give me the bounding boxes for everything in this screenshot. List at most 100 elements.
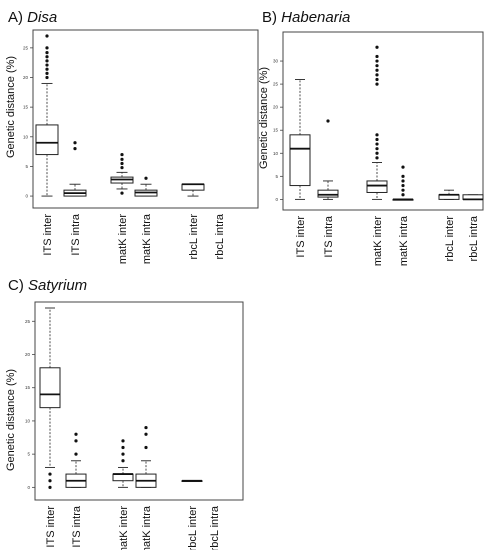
panel-c-x-tick-rbcl-inter: rbcL inter — [187, 506, 199, 550]
panel-c-matk-inter-outlier-2 — [121, 445, 125, 450]
panel-c-matk-inter-outlier-3 — [121, 439, 125, 443]
panel-c-boxes — [39, 307, 203, 489]
panel-a-its-inter-outlier-7 — [45, 46, 49, 50]
panel-b-matk-intra-outlier-4 — [401, 174, 405, 178]
panel-b-its-intra-boxplot — [317, 119, 339, 200]
panel-b-matk-inter-box — [366, 180, 388, 193]
panel-b-matk-inter-outlier-7 — [375, 77, 379, 82]
panel-b-matk-inter-boxplot — [366, 45, 388, 200]
panel-a-rbcl-inter-boxplot — [181, 183, 205, 197]
panel-habenaria: B) Habenaria Genetic distance (%) 0 5 10 15… — [258, 9, 484, 266]
panel-c-its-inter-box — [39, 367, 61, 409]
panel-b-y-tick-label-10: 10 — [273, 151, 279, 156]
panel-b-matk-inter-outlier-10 — [375, 64, 379, 68]
panel-b-y-tick-label-0: 0 — [275, 197, 278, 202]
panel-a-its-inter-outlier-3 — [45, 63, 49, 67]
panel-a-x-tick-its-intra: ITS intra — [70, 213, 82, 255]
panel-a-letter: A) — [8, 9, 23, 26]
panel-a-y-tick-label-25: 25 — [23, 45, 29, 50]
panel-c-x-tick-rbcl-intra: rbcL intra — [209, 505, 221, 550]
panel-b-y-tick-label-15: 15 — [273, 128, 279, 133]
panel-b-matk-inter-outlier-13 — [375, 45, 379, 49]
panel-a-boxes — [35, 34, 205, 197]
panel-c-frame — [34, 301, 244, 501]
panel-a-its-intra-outlier-1 — [73, 141, 77, 145]
panel-a-x-tick-its-inter: ITS inter — [42, 214, 54, 256]
panel-a-its-intra-boxplot — [63, 141, 87, 197]
panel-c-matk-inter-boxplot — [112, 439, 134, 488]
panel-a-genus: Disa — [27, 9, 57, 26]
panel-c-matk-inter-outlier-0 — [121, 459, 125, 463]
panel-a-matk-intra-outlier-0 — [144, 176, 148, 180]
panel-satyrium: C) Satyrium Genetic distance (%) 0 5 10 15 2… — [5, 277, 244, 550]
panel-b-ylabel: Genetic distance (%) — [258, 67, 270, 169]
panel-c-matk-intra-outlier-0 — [144, 445, 148, 450]
panel-b-x-tick-matk-inter: matK inter — [372, 216, 384, 266]
panel-b-matk-intra-outlier-0 — [401, 193, 405, 197]
panel-a-its-intra-outlier-0 — [73, 147, 77, 151]
panel-a-y-tick-label-0: 0 — [25, 194, 28, 199]
panel-c-matk-intra-outlier-2 — [144, 425, 148, 430]
panel-b-boxes — [289, 45, 484, 201]
panel-b-matk-inter-outlier-4 — [375, 137, 379, 142]
panel-c-its-intra-boxplot — [65, 432, 87, 488]
panel-c-its-intra-outlier-2 — [74, 432, 78, 436]
panel-a-matk-inter-outlier-1 — [120, 166, 124, 170]
panel-c-its-intra-outlier-0 — [74, 452, 78, 456]
panel-b-its-inter-boxplot — [289, 79, 311, 200]
panel-b-y-tick-label-25: 25 — [273, 82, 279, 87]
panel-a-x-tick-matk-intra: matK intra — [141, 213, 153, 264]
panel-c-y-tick-label-10: 10 — [25, 418, 31, 423]
panel-b-matk-inter-outlier-12 — [375, 54, 379, 59]
panel-b-rbcl-inter-boxplot — [438, 189, 460, 200]
panel-b-its-intra-outlier-0 — [326, 119, 330, 123]
panel-a-matk-inter-outlier-0 — [120, 191, 124, 195]
panel-b-matk-inter-outlier-0 — [375, 156, 379, 160]
panel-a-its-inter-outlier-6 — [45, 51, 49, 55]
panel-c-y-axis: 0 5 10 15 20 25 — [25, 319, 35, 490]
panel-c-rbcl-inter-boxplot — [181, 479, 203, 483]
panel-c-letter: C) — [8, 277, 24, 294]
panel-b-y-tick-label-5: 5 — [275, 174, 278, 179]
panel-b-letter: B) — [262, 9, 277, 26]
panel-b-rbcl-intra-boxplot — [462, 194, 484, 201]
panel-a-matk-inter-outlier-4 — [120, 152, 124, 157]
panel-a-matk-inter-boxplot — [110, 152, 134, 195]
panel-c-matk-inter-box — [112, 473, 134, 482]
panel-b-x-tick-matk-intra: matK intra — [398, 215, 410, 266]
panel-b-frame — [282, 31, 484, 211]
panel-b-matk-inter-outlier-8 — [375, 73, 379, 77]
panel-disa: A) Disa Genetic distance (%) 0510152025 … — [5, 9, 259, 264]
panel-a-ylabel: Genetic distance (%) — [5, 56, 17, 158]
panel-b-x-tick-its-intra: ITS intra — [323, 215, 335, 257]
panel-b-matk-intra-outlier-1 — [401, 188, 405, 192]
panel-b-x-tick-rbcl-inter: rbcL inter — [444, 216, 456, 262]
panel-a-y-tick-label-15: 15 — [23, 105, 29, 110]
panel-b-genus: Habenaria — [281, 9, 350, 26]
panel-b-x-tick-its-inter: ITS inter — [295, 216, 307, 258]
panel-a-x-tick-rbcl-inter: rbcL inter — [188, 214, 200, 260]
panel-c-x-tick-labels: ITS inter ITS intra matK inter matK intra rb… — [45, 505, 221, 550]
panel-c-matk-intra-outlier-1 — [144, 432, 148, 436]
panel-b-matk-inter-outlier-5 — [375, 133, 379, 137]
panel-c-matk-intra-boxplot — [135, 425, 157, 488]
panel-a-its-inter-boxplot — [35, 34, 59, 197]
panel-b-title: B) Habenaria — [262, 9, 350, 26]
panel-c-y-tick-label-5: 5 — [27, 452, 30, 457]
panel-b-matk-inter-outlier-3 — [375, 142, 379, 146]
panel-c-y-tick-label-0: 0 — [27, 485, 30, 490]
panel-a-x-tick-labels: ITS inter ITS intra matK inter matK intra rb… — [42, 213, 226, 264]
panel-b-matk-inter-outlier-2 — [375, 147, 379, 151]
panel-a-y-axis: 0 5 10 15 20 25 — [23, 45, 33, 199]
panel-b-matk-intra-outlier-5 — [401, 165, 405, 169]
panel-a-its-inter-outlier-5 — [45, 55, 49, 59]
panel-b-y-tick-label-20: 20 — [273, 105, 279, 110]
panel-c-its-inter-outlier-1 — [48, 479, 52, 483]
panel-b-matk-inter-outlier-1 — [375, 151, 379, 155]
panel-c-x-tick-its-inter: ITS inter — [45, 506, 57, 548]
panel-a-y-tick-label-20: 20 — [23, 75, 29, 80]
panel-b-x-tick-labels: ITS inter ITS intra matK inter matK intra rb… — [295, 215, 480, 266]
panel-c-its-inter-boxplot — [39, 307, 61, 489]
panel-b-y-tick-label-30: 30 — [273, 59, 279, 64]
